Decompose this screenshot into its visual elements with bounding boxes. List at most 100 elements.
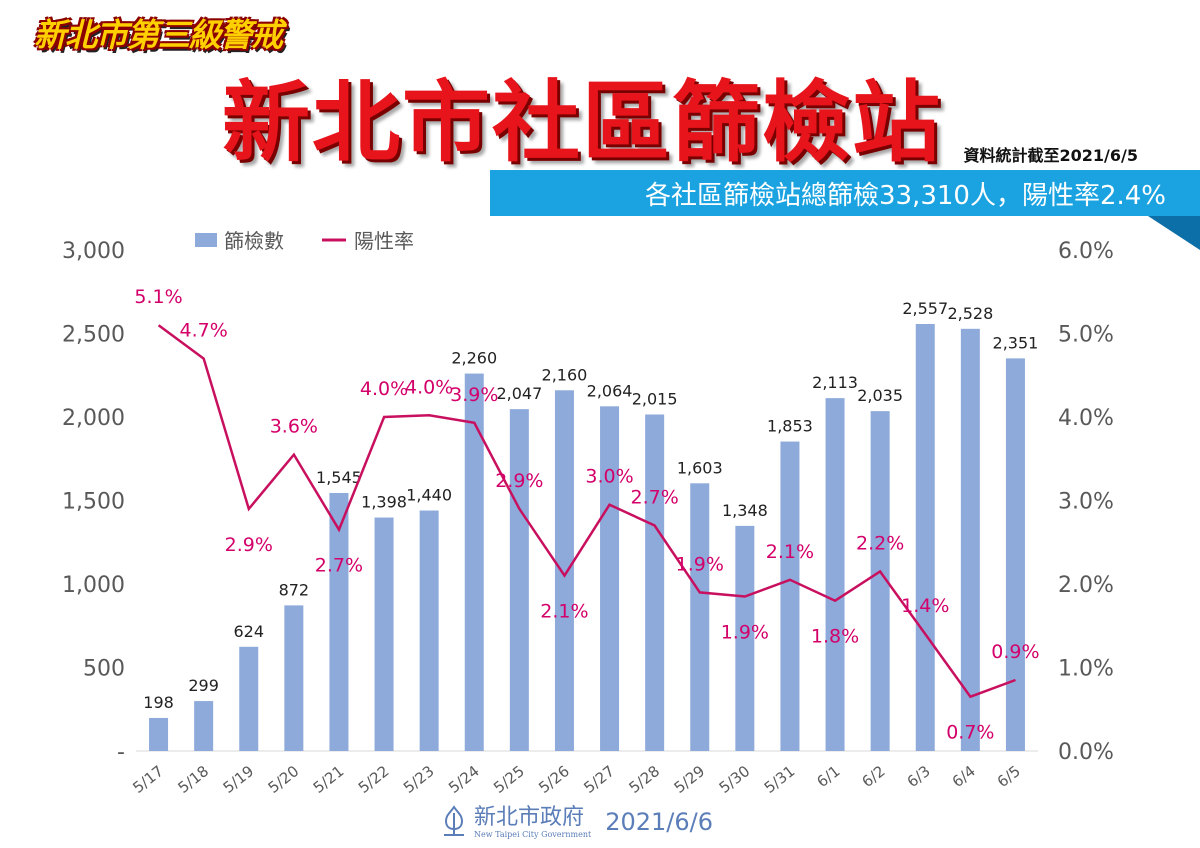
bar-value-label: 2,260	[451, 349, 497, 368]
bar	[690, 483, 710, 751]
x-tick-label: 5/18	[174, 762, 212, 797]
bar	[870, 411, 890, 751]
bar-value-label: 198	[143, 693, 174, 712]
summary-banner: 各社區篩檢站總篩檢33,310人，陽性率2.4%	[490, 170, 1200, 216]
x-tick-label: 5/22	[355, 762, 393, 797]
bar	[960, 328, 980, 751]
x-axis: 5/17 5/18 5/19 5/20 5/21 5/22 5/23 5/24 5/25 5/26…	[129, 762, 1024, 797]
bar	[239, 646, 259, 751]
line-value-label: 1.9%	[676, 553, 724, 575]
x-tick-label: 5/27	[580, 762, 618, 797]
x-tick-label: 5/25	[490, 762, 528, 797]
bar	[194, 701, 214, 751]
bar	[735, 525, 755, 751]
left-tick-label: 500	[83, 657, 125, 682]
x-tick-label: 5/20	[265, 762, 303, 797]
bar	[464, 373, 484, 751]
left-tick-label: 2,000	[62, 406, 125, 431]
line-value-label: 2.1%	[766, 541, 814, 563]
line-value-label: 1.4%	[901, 595, 949, 617]
line-value-label: 2.2%	[856, 532, 904, 554]
bar-value-label: 299	[188, 676, 219, 695]
footer: 新北市政府 New Taipei City Government 2021/6/…	[440, 802, 713, 842]
line-value-label: 4.0%	[405, 376, 453, 398]
line-value-label: 1.8%	[811, 626, 859, 648]
bar-value-label: 1,440	[406, 486, 452, 505]
line-value-label: 2.7%	[631, 487, 679, 509]
alert-level-badge: 新北市第三級警戒	[34, 16, 283, 54]
line-value-labels: 5.1%4.7%2.9%3.6%2.7%4.0%4.0%3.9%2.9%2.1%…	[134, 286, 1039, 744]
legend-bar-label: 篩檢數	[224, 229, 284, 253]
line-value-label: 2.9%	[225, 534, 273, 556]
bar-value-label: 1,853	[767, 417, 813, 436]
bar	[645, 414, 665, 751]
legend: 篩檢數 陽性率	[195, 229, 414, 253]
line-value-label: 2.1%	[540, 601, 588, 623]
legend-bar-swatch	[195, 233, 217, 247]
footer-org-name: 新北市政府	[474, 804, 585, 830]
bar	[329, 492, 349, 751]
bar-value-label: 872	[279, 580, 310, 599]
bar	[284, 605, 304, 751]
bar-value-label: 2,528	[947, 304, 993, 323]
bar-series	[149, 323, 1025, 751]
x-tick-label: 5/24	[445, 762, 483, 797]
bar-value-label: 624	[233, 622, 264, 641]
bar	[600, 406, 620, 751]
bar	[374, 517, 394, 751]
left-tick-label: 1,000	[62, 573, 125, 598]
bar-value-label: 2,160	[542, 365, 588, 384]
footer-org-subtitle: New Taipei City Government	[474, 829, 592, 839]
x-tick-label: 5/23	[400, 762, 438, 797]
summary-banner-text: 各社區篩檢站總篩檢33,310人，陽性率2.4%	[644, 180, 1166, 211]
page-title: 新北市社區篩檢站	[222, 71, 943, 174]
bar-value-label: 2,064	[587, 381, 633, 400]
bar	[554, 390, 574, 751]
bar-value-label: 2,047	[496, 384, 542, 403]
x-tick-label: 6/3	[904, 762, 934, 791]
line-series	[157, 324, 1016, 699]
x-tick-label: 5/30	[716, 762, 754, 797]
right-tick-label: 6.0%	[1058, 239, 1114, 264]
left-tick-label: -	[117, 740, 125, 765]
bar-value-label: 1,603	[677, 458, 723, 477]
line-value-label: 4.0%	[360, 378, 408, 400]
bar	[915, 323, 935, 751]
right-tick-label: 1.0%	[1058, 657, 1114, 682]
right-tick-label: 2.0%	[1058, 573, 1114, 598]
bar-value-label: 2,557	[902, 299, 948, 318]
bar	[509, 409, 529, 751]
bar-value-label: 2,015	[632, 389, 678, 408]
x-tick-label: 5/31	[761, 762, 799, 797]
bar	[419, 510, 439, 751]
line-value-label: 1.9%	[721, 622, 769, 644]
line-value-label: 0.9%	[991, 641, 1039, 663]
banner-corner-decoration	[1148, 216, 1200, 250]
line-value-label: 3.9%	[450, 384, 498, 406]
bar	[825, 398, 845, 751]
bar	[149, 717, 169, 751]
line-value-label: 4.7%	[180, 320, 228, 342]
line-value-label: 2.9%	[495, 470, 543, 492]
right-tick-label: 3.0%	[1058, 490, 1114, 515]
bar-value-label: 1,398	[361, 493, 407, 512]
bar-value-label: 2,113	[812, 373, 858, 392]
bar-value-label: 1,348	[722, 501, 768, 520]
bar	[1005, 358, 1025, 751]
right-tick-label: 4.0%	[1058, 406, 1114, 431]
left-tick-label: 3,000	[62, 239, 125, 264]
data-as-of-note: 資料統計截至2021/6/5	[963, 146, 1139, 165]
left-axis: - 500 1,000 1,500 2,000 2,500 3,000	[62, 239, 125, 765]
bar-value-label: 2,035	[857, 386, 903, 405]
footer-date: 2021/6/6	[605, 808, 714, 836]
bar-value-label: 2,351	[993, 333, 1039, 352]
left-tick-label: 2,500	[62, 323, 125, 348]
x-tick-label: 5/26	[535, 762, 573, 797]
line-value-label: 3.0%	[585, 466, 633, 488]
line-value-label: 5.1%	[134, 286, 182, 308]
x-tick-label: 6/4	[949, 762, 979, 791]
x-tick-label: 5/21	[310, 762, 348, 797]
right-tick-label: 0.0%	[1058, 740, 1114, 765]
